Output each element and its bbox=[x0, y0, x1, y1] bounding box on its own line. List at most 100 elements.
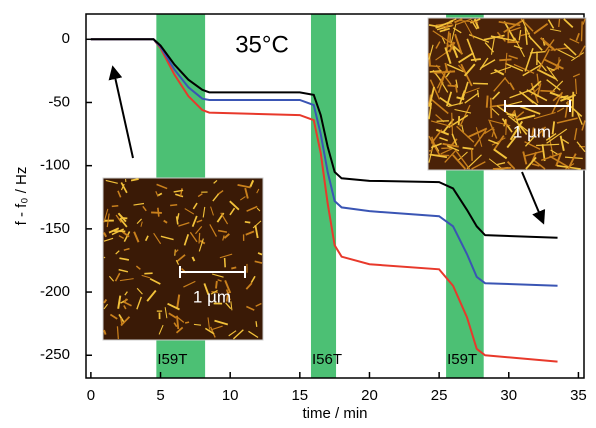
series-line bbox=[90, 38, 558, 287]
fibril bbox=[136, 287, 143, 295]
fibril bbox=[429, 79, 441, 100]
fibril bbox=[514, 37, 525, 58]
band-label: I56T bbox=[312, 351, 342, 368]
fibril bbox=[115, 250, 120, 255]
fibril bbox=[173, 189, 184, 193]
fibril bbox=[120, 217, 128, 220]
arrow bbox=[108, 65, 134, 159]
fibril bbox=[136, 296, 142, 310]
fibril bbox=[574, 78, 578, 95]
fibril bbox=[133, 231, 140, 243]
fibril bbox=[490, 35, 515, 42]
fibril bbox=[541, 144, 546, 162]
y-tick-label: -150 bbox=[40, 220, 70, 237]
fibril bbox=[244, 187, 249, 199]
fibril bbox=[217, 229, 228, 233]
fibril bbox=[183, 234, 190, 246]
fibril bbox=[111, 205, 119, 208]
fibril bbox=[103, 303, 109, 310]
fibril bbox=[549, 28, 562, 32]
band-label: I59T bbox=[157, 351, 187, 368]
fibril bbox=[540, 89, 556, 93]
fibril bbox=[526, 89, 548, 102]
fibril bbox=[106, 213, 110, 228]
fibril bbox=[119, 257, 130, 261]
fibril bbox=[198, 238, 204, 252]
fibril bbox=[466, 38, 477, 62]
fibril bbox=[133, 202, 145, 206]
fibril bbox=[581, 120, 586, 131]
fibril bbox=[556, 117, 578, 124]
fibril bbox=[503, 18, 525, 34]
fibril bbox=[176, 254, 186, 263]
fibril bbox=[437, 73, 446, 94]
fibril bbox=[432, 30, 454, 45]
fibril bbox=[573, 128, 578, 141]
fibril bbox=[119, 217, 128, 228]
fibril bbox=[497, 162, 506, 166]
fibril bbox=[488, 119, 511, 127]
fibril bbox=[509, 26, 521, 32]
x-tick-label: 25 bbox=[431, 387, 448, 404]
fibril bbox=[458, 90, 466, 105]
fibril bbox=[504, 77, 510, 85]
fibril bbox=[509, 82, 515, 91]
fibril bbox=[245, 230, 255, 236]
fibril bbox=[457, 19, 479, 23]
fibril bbox=[569, 38, 580, 44]
x-tick-label: 5 bbox=[156, 387, 164, 404]
fibril bbox=[435, 64, 452, 86]
fibril bbox=[196, 219, 203, 223]
fibril bbox=[430, 129, 443, 144]
fibril bbox=[103, 232, 107, 238]
fibril bbox=[220, 212, 229, 225]
fibril bbox=[513, 63, 535, 74]
fibril bbox=[536, 68, 557, 80]
fibril bbox=[473, 129, 487, 147]
fibril bbox=[223, 233, 230, 239]
fibril bbox=[458, 52, 475, 64]
fibril bbox=[540, 152, 562, 162]
fibril bbox=[524, 141, 541, 150]
fibril bbox=[225, 289, 231, 301]
fibril bbox=[519, 125, 528, 136]
fibril bbox=[120, 316, 131, 327]
fibril bbox=[524, 136, 535, 147]
fibril bbox=[492, 166, 512, 170]
fibril bbox=[551, 121, 556, 135]
fibril bbox=[173, 249, 179, 254]
fibril bbox=[480, 59, 496, 69]
fibril bbox=[118, 268, 129, 273]
fibril bbox=[493, 77, 507, 92]
fibril bbox=[455, 150, 471, 170]
fibril bbox=[123, 231, 131, 243]
fibril bbox=[435, 49, 451, 61]
fibril bbox=[454, 33, 463, 55]
fibril bbox=[428, 86, 435, 107]
fibril bbox=[513, 45, 523, 50]
fibril bbox=[119, 278, 134, 282]
fibril bbox=[256, 188, 260, 194]
fibril bbox=[533, 112, 556, 120]
fibril bbox=[217, 279, 222, 282]
fibril bbox=[168, 312, 177, 319]
fibril bbox=[214, 319, 229, 326]
fibril bbox=[229, 200, 240, 211]
fibril bbox=[210, 206, 214, 216]
fibril bbox=[446, 145, 460, 152]
fibril bbox=[175, 216, 179, 225]
fibril bbox=[503, 20, 516, 42]
scale-label: 1 µm bbox=[193, 287, 231, 306]
fibril bbox=[122, 231, 130, 238]
fibril bbox=[195, 225, 203, 235]
fibril bbox=[560, 94, 569, 99]
fibril bbox=[146, 289, 157, 302]
fibril bbox=[491, 91, 501, 100]
fibril bbox=[555, 48, 575, 59]
fibril bbox=[117, 190, 122, 198]
fibril bbox=[210, 289, 218, 295]
fibril bbox=[123, 247, 130, 251]
fibril bbox=[536, 126, 547, 137]
fibril bbox=[225, 302, 232, 310]
fibril bbox=[123, 305, 127, 310]
